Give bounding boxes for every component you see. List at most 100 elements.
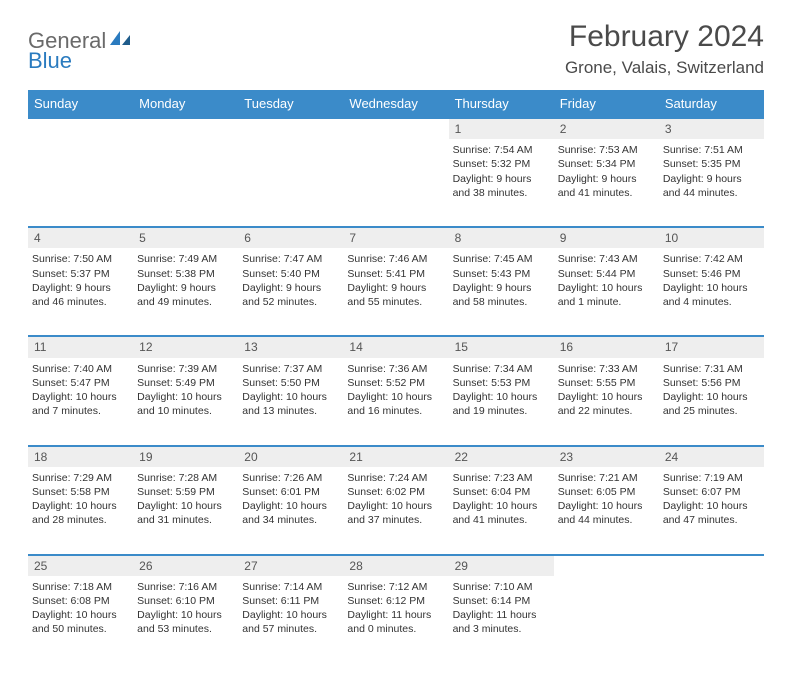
day-d1: Daylight: 9 hours — [453, 281, 550, 295]
day-sr: Sunrise: 7:33 AM — [558, 362, 655, 376]
day-number-cell: 1 — [449, 118, 554, 139]
month-title: February 2024 — [565, 20, 764, 54]
week-daynum-row: 123 — [28, 118, 764, 139]
day-sr: Sunrise: 7:12 AM — [347, 580, 444, 594]
logo-sail-icon — [108, 29, 132, 54]
day-ss: Sunset: 6:07 PM — [663, 485, 760, 499]
day-sr: Sunrise: 7:54 AM — [453, 143, 550, 157]
day-d2: and 34 minutes. — [242, 513, 339, 527]
day-d2: and 46 minutes. — [32, 295, 129, 309]
day-d2: and 10 minutes. — [137, 404, 234, 418]
day-number-cell: 9 — [554, 227, 659, 248]
week-daynum-row: 2526272829 — [28, 555, 764, 576]
day-detail-cell: Sunrise: 7:42 AMSunset: 5:46 PMDaylight:… — [659, 248, 764, 336]
day-sr: Sunrise: 7:19 AM — [663, 471, 760, 485]
day-ss: Sunset: 6:04 PM — [453, 485, 550, 499]
day-sr: Sunrise: 7:53 AM — [558, 143, 655, 157]
calendar-table: Sunday Monday Tuesday Wednesday Thursday… — [28, 90, 764, 664]
week-daynum-row: 45678910 — [28, 227, 764, 248]
day-sr: Sunrise: 7:43 AM — [558, 252, 655, 266]
day-number-cell: 15 — [449, 336, 554, 357]
day-d1: Daylight: 9 hours — [558, 172, 655, 186]
day-d1: Daylight: 10 hours — [242, 608, 339, 622]
day-d1: Daylight: 10 hours — [137, 608, 234, 622]
day-d1: Daylight: 11 hours — [347, 608, 444, 622]
calendar-document: General February 2024 Grone, Valais, Swi… — [0, 0, 792, 684]
day-number-cell: 5 — [133, 227, 238, 248]
day-sr: Sunrise: 7:18 AM — [32, 580, 129, 594]
day-number-cell: 23 — [554, 446, 659, 467]
day-detail-cell: Sunrise: 7:49 AMSunset: 5:38 PMDaylight:… — [133, 248, 238, 336]
week-detail-row: Sunrise: 7:40 AMSunset: 5:47 PMDaylight:… — [28, 358, 764, 446]
day-d2: and 3 minutes. — [453, 622, 550, 636]
day-detail-cell: Sunrise: 7:24 AMSunset: 6:02 PMDaylight:… — [343, 467, 448, 555]
day-sr: Sunrise: 7:49 AM — [137, 252, 234, 266]
day-d2: and 1 minute. — [558, 295, 655, 309]
day-ss: Sunset: 5:56 PM — [663, 376, 760, 390]
day-detail-cell: Sunrise: 7:12 AMSunset: 6:12 PMDaylight:… — [343, 576, 448, 664]
day-ss: Sunset: 5:46 PM — [663, 267, 760, 281]
day-d1: Daylight: 10 hours — [347, 390, 444, 404]
day-d2: and 52 minutes. — [242, 295, 339, 309]
week-detail-row: Sunrise: 7:18 AMSunset: 6:08 PMDaylight:… — [28, 576, 764, 664]
day-d1: Daylight: 10 hours — [453, 390, 550, 404]
day-detail-cell: Sunrise: 7:39 AMSunset: 5:49 PMDaylight:… — [133, 358, 238, 446]
day-sr: Sunrise: 7:29 AM — [32, 471, 129, 485]
day-detail-cell: Sunrise: 7:26 AMSunset: 6:01 PMDaylight:… — [238, 467, 343, 555]
day-sr: Sunrise: 7:42 AM — [663, 252, 760, 266]
day-number-cell: 26 — [133, 555, 238, 576]
day-detail-cell: Sunrise: 7:19 AMSunset: 6:07 PMDaylight:… — [659, 467, 764, 555]
day-detail-cell — [133, 139, 238, 227]
location-text: Grone, Valais, Switzerland — [565, 58, 764, 78]
day-ss: Sunset: 5:47 PM — [32, 376, 129, 390]
day-detail-cell — [238, 139, 343, 227]
day-d2: and 57 minutes. — [242, 622, 339, 636]
week-detail-row: Sunrise: 7:29 AMSunset: 5:58 PMDaylight:… — [28, 467, 764, 555]
day-d2: and 41 minutes. — [453, 513, 550, 527]
day-number-cell — [554, 555, 659, 576]
day-sr: Sunrise: 7:45 AM — [453, 252, 550, 266]
day-sr: Sunrise: 7:34 AM — [453, 362, 550, 376]
day-ss: Sunset: 5:41 PM — [347, 267, 444, 281]
day-number-cell: 4 — [28, 227, 133, 248]
day-d1: Daylight: 10 hours — [453, 499, 550, 513]
day-d2: and 55 minutes. — [347, 295, 444, 309]
day-d2: and 41 minutes. — [558, 186, 655, 200]
day-number-cell: 20 — [238, 446, 343, 467]
day-ss: Sunset: 5:52 PM — [347, 376, 444, 390]
day-number-cell: 3 — [659, 118, 764, 139]
day-ss: Sunset: 6:05 PM — [558, 485, 655, 499]
day-d2: and 4 minutes. — [663, 295, 760, 309]
day-number-cell: 28 — [343, 555, 448, 576]
day-number-cell: 6 — [238, 227, 343, 248]
day-number-cell: 14 — [343, 336, 448, 357]
day-detail-cell: Sunrise: 7:51 AMSunset: 5:35 PMDaylight:… — [659, 139, 764, 227]
col-monday: Monday — [133, 90, 238, 118]
day-ss: Sunset: 6:02 PM — [347, 485, 444, 499]
day-detail-cell: Sunrise: 7:14 AMSunset: 6:11 PMDaylight:… — [238, 576, 343, 664]
day-number-cell — [343, 118, 448, 139]
day-d2: and 0 minutes. — [347, 622, 444, 636]
day-detail-cell: Sunrise: 7:33 AMSunset: 5:55 PMDaylight:… — [554, 358, 659, 446]
day-detail-cell: Sunrise: 7:21 AMSunset: 6:05 PMDaylight:… — [554, 467, 659, 555]
day-number-cell: 21 — [343, 446, 448, 467]
day-detail-cell — [659, 576, 764, 664]
day-number-cell: 2 — [554, 118, 659, 139]
day-d2: and 53 minutes. — [137, 622, 234, 636]
col-saturday: Saturday — [659, 90, 764, 118]
day-number-cell: 12 — [133, 336, 238, 357]
day-detail-cell: Sunrise: 7:45 AMSunset: 5:43 PMDaylight:… — [449, 248, 554, 336]
week-daynum-row: 11121314151617 — [28, 336, 764, 357]
day-d2: and 7 minutes. — [32, 404, 129, 418]
day-ss: Sunset: 5:35 PM — [663, 157, 760, 171]
header-row: Sunday Monday Tuesday Wednesday Thursday… — [28, 90, 764, 118]
day-detail-cell: Sunrise: 7:18 AMSunset: 6:08 PMDaylight:… — [28, 576, 133, 664]
day-sr: Sunrise: 7:28 AM — [137, 471, 234, 485]
day-detail-cell: Sunrise: 7:31 AMSunset: 5:56 PMDaylight:… — [659, 358, 764, 446]
day-d1: Daylight: 9 hours — [32, 281, 129, 295]
col-thursday: Thursday — [449, 90, 554, 118]
day-d1: Daylight: 9 hours — [137, 281, 234, 295]
day-ss: Sunset: 5:38 PM — [137, 267, 234, 281]
day-ss: Sunset: 5:32 PM — [453, 157, 550, 171]
day-d1: Daylight: 10 hours — [242, 390, 339, 404]
